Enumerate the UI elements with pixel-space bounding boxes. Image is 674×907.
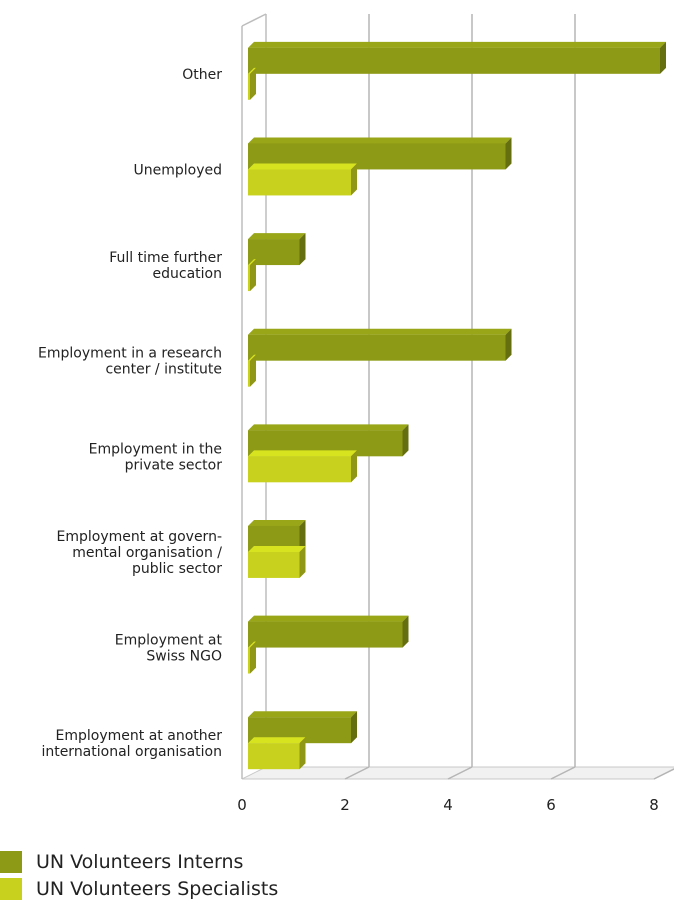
category-label: Employment at another <box>56 728 223 744</box>
bar-top-face <box>248 711 357 718</box>
category-label: Employment at <box>115 633 223 649</box>
legend-label-interns: UN Volunteers Interns <box>36 850 244 873</box>
bar-top-face <box>248 615 409 622</box>
bar <box>248 647 250 674</box>
bar-top-face <box>248 545 306 552</box>
legend-item-specialists: UN Volunteers Specialists <box>0 875 278 902</box>
bar <box>248 265 250 292</box>
bar-top-face <box>248 41 666 48</box>
bar-top-face <box>248 163 357 170</box>
bar-side-face <box>351 711 357 744</box>
bar-top-face <box>248 424 409 431</box>
bar-side-face <box>660 41 666 74</box>
category-label: Swiss NGO <box>146 649 222 665</box>
bar-top-face <box>248 137 512 144</box>
bar <box>248 551 300 578</box>
bar <box>248 360 250 387</box>
bar-side-face <box>250 354 256 387</box>
bar-side-face <box>402 615 409 648</box>
bar <box>248 239 300 266</box>
legend-item-interns: UN Volunteers Interns <box>0 848 278 875</box>
x-tick-label: 8 <box>649 796 659 814</box>
bar <box>248 743 300 770</box>
bar-side-face <box>402 424 409 457</box>
category-label: Other <box>182 67 222 83</box>
bar-top-face <box>248 519 306 526</box>
bar-side-face <box>250 259 256 292</box>
bar-side-face <box>299 233 306 266</box>
category-label: public sector <box>132 561 222 577</box>
legend: UN Volunteers Interns UN Volunteers Spec… <box>0 848 278 902</box>
category-label: center / institute <box>105 362 222 378</box>
category-label: education <box>153 266 222 282</box>
bar <box>248 47 660 74</box>
bar-top-face <box>248 450 357 457</box>
x-tick-label: 2 <box>340 796 350 814</box>
bar-side-face <box>505 328 512 361</box>
bar-side-face <box>299 545 306 578</box>
x-tick-label: 0 <box>237 796 247 814</box>
bar-side-face <box>351 450 357 483</box>
category-label: Unemployed <box>134 162 223 178</box>
gridline-floor <box>550 766 576 780</box>
bar <box>248 456 351 483</box>
bar-top-face <box>248 67 256 74</box>
bar-side-face <box>351 163 357 196</box>
bar <box>248 334 506 361</box>
category-label: mental organisation / <box>72 545 222 561</box>
gridline-floor <box>653 768 674 780</box>
category-label: international organisation <box>41 744 222 760</box>
category-label: Employment in the <box>89 441 222 457</box>
bar <box>248 73 250 100</box>
bar-top-face <box>248 354 256 361</box>
bar-top-face <box>248 641 256 648</box>
bar-top-face <box>248 233 306 240</box>
bar <box>248 169 351 196</box>
bar-side-face <box>505 137 512 170</box>
gridline-floor <box>344 766 370 780</box>
x-tick-label: 6 <box>546 796 556 814</box>
bar-top-face <box>248 737 306 744</box>
bar-top-face <box>248 259 256 266</box>
category-label: private sector <box>125 457 223 473</box>
plot-floor <box>241 766 674 780</box>
gridline-floor <box>447 766 473 780</box>
category-label: Employment at govern- <box>57 529 222 545</box>
legend-swatch-interns <box>0 850 22 873</box>
bar-side-face <box>299 737 306 770</box>
bar-side-face <box>299 519 306 552</box>
category-label: Employment in a research <box>38 346 222 362</box>
legend-swatch-specialists <box>0 877 22 900</box>
bar-side-face <box>250 641 256 674</box>
bar-side-face <box>250 67 256 100</box>
bar <box>248 621 403 648</box>
left-wall-top <box>241 13 267 27</box>
category-label: Full time further <box>109 250 222 266</box>
bar-top-face <box>248 328 512 335</box>
legend-label-specialists: UN Volunteers Specialists <box>36 877 279 900</box>
x-tick-label: 4 <box>443 796 453 814</box>
bar-chart: 0 2 4 6 8 Other Unemployed Full time furtheredu… <box>38 13 674 814</box>
